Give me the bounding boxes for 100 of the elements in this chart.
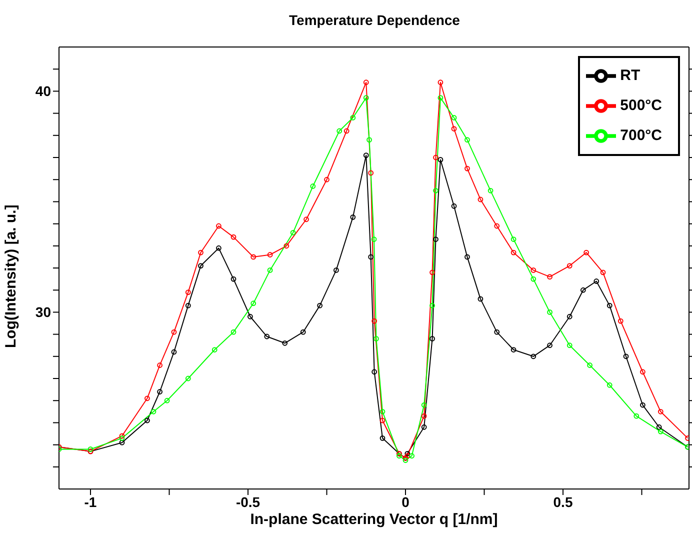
y-tick-label: 30 bbox=[35, 304, 52, 320]
point bbox=[430, 336, 435, 342]
point bbox=[510, 236, 516, 242]
point bbox=[566, 314, 572, 320]
point bbox=[164, 398, 170, 404]
point bbox=[478, 296, 484, 302]
legend-label: 700°C bbox=[620, 126, 662, 144]
point bbox=[656, 424, 662, 430]
point bbox=[290, 230, 296, 236]
point bbox=[433, 188, 438, 194]
point bbox=[368, 170, 374, 176]
point bbox=[119, 440, 125, 446]
point bbox=[267, 268, 273, 273]
point bbox=[451, 126, 457, 132]
point bbox=[380, 408, 386, 414]
point bbox=[310, 184, 316, 189]
point bbox=[284, 243, 290, 249]
point bbox=[250, 300, 256, 306]
point bbox=[547, 310, 552, 315]
point bbox=[580, 287, 586, 293]
point bbox=[530, 354, 536, 360]
point bbox=[198, 263, 204, 268]
point bbox=[230, 276, 236, 282]
point bbox=[510, 250, 516, 256]
point bbox=[212, 347, 218, 352]
point bbox=[366, 137, 372, 143]
point bbox=[304, 216, 309, 222]
point bbox=[344, 128, 350, 134]
point bbox=[350, 115, 356, 120]
point bbox=[430, 302, 435, 308]
point bbox=[433, 236, 438, 242]
x-tick-label: -1 bbox=[84, 494, 97, 510]
point bbox=[430, 270, 435, 276]
point bbox=[144, 418, 150, 424]
point bbox=[547, 274, 552, 280]
point bbox=[380, 435, 386, 441]
point bbox=[198, 250, 204, 256]
point bbox=[363, 95, 369, 101]
x-tick-label: 0 bbox=[402, 494, 410, 510]
point bbox=[324, 176, 330, 182]
point bbox=[371, 236, 377, 242]
point bbox=[368, 254, 374, 260]
point bbox=[374, 336, 379, 342]
point bbox=[451, 203, 457, 209]
point bbox=[380, 418, 386, 424]
legend-label: 500°C bbox=[620, 96, 662, 114]
legend-label: RT bbox=[620, 66, 640, 84]
point bbox=[547, 342, 552, 348]
point bbox=[402, 458, 408, 463]
point bbox=[464, 166, 470, 172]
point bbox=[250, 254, 256, 260]
point bbox=[606, 302, 612, 308]
point bbox=[230, 329, 236, 335]
point bbox=[618, 318, 624, 324]
point bbox=[510, 347, 516, 352]
point bbox=[640, 402, 646, 408]
point bbox=[658, 408, 664, 414]
point bbox=[334, 268, 339, 273]
point bbox=[363, 80, 369, 86]
point bbox=[438, 95, 444, 101]
point bbox=[421, 424, 427, 430]
point bbox=[185, 290, 191, 296]
point bbox=[185, 376, 191, 382]
point bbox=[594, 278, 600, 284]
point bbox=[584, 250, 590, 256]
point bbox=[282, 340, 288, 346]
point bbox=[396, 453, 402, 459]
point bbox=[438, 157, 444, 162]
point bbox=[433, 154, 438, 160]
point bbox=[421, 413, 427, 419]
point bbox=[264, 334, 270, 340]
point bbox=[623, 354, 629, 360]
point bbox=[464, 137, 470, 143]
point bbox=[494, 329, 500, 335]
point bbox=[171, 329, 177, 335]
point bbox=[248, 314, 253, 320]
point bbox=[488, 188, 494, 194]
point bbox=[317, 302, 323, 308]
point bbox=[336, 128, 342, 134]
point bbox=[150, 408, 156, 414]
point bbox=[372, 318, 378, 324]
point bbox=[216, 245, 222, 251]
point bbox=[363, 152, 369, 158]
point bbox=[88, 446, 94, 452]
y-axis-title: Log(Intensity) [a. u.] bbox=[2, 204, 20, 348]
point bbox=[530, 276, 536, 282]
point bbox=[404, 450, 410, 456]
point bbox=[157, 389, 162, 394]
point bbox=[600, 270, 606, 276]
point bbox=[230, 234, 236, 240]
x-tick-label: 0.5 bbox=[553, 494, 573, 510]
point bbox=[144, 396, 150, 402]
point bbox=[157, 362, 162, 368]
point bbox=[409, 453, 414, 459]
point bbox=[350, 214, 356, 220]
point bbox=[438, 80, 444, 86]
point bbox=[171, 349, 177, 355]
point bbox=[494, 223, 500, 229]
point bbox=[300, 329, 306, 335]
point bbox=[640, 369, 646, 375]
